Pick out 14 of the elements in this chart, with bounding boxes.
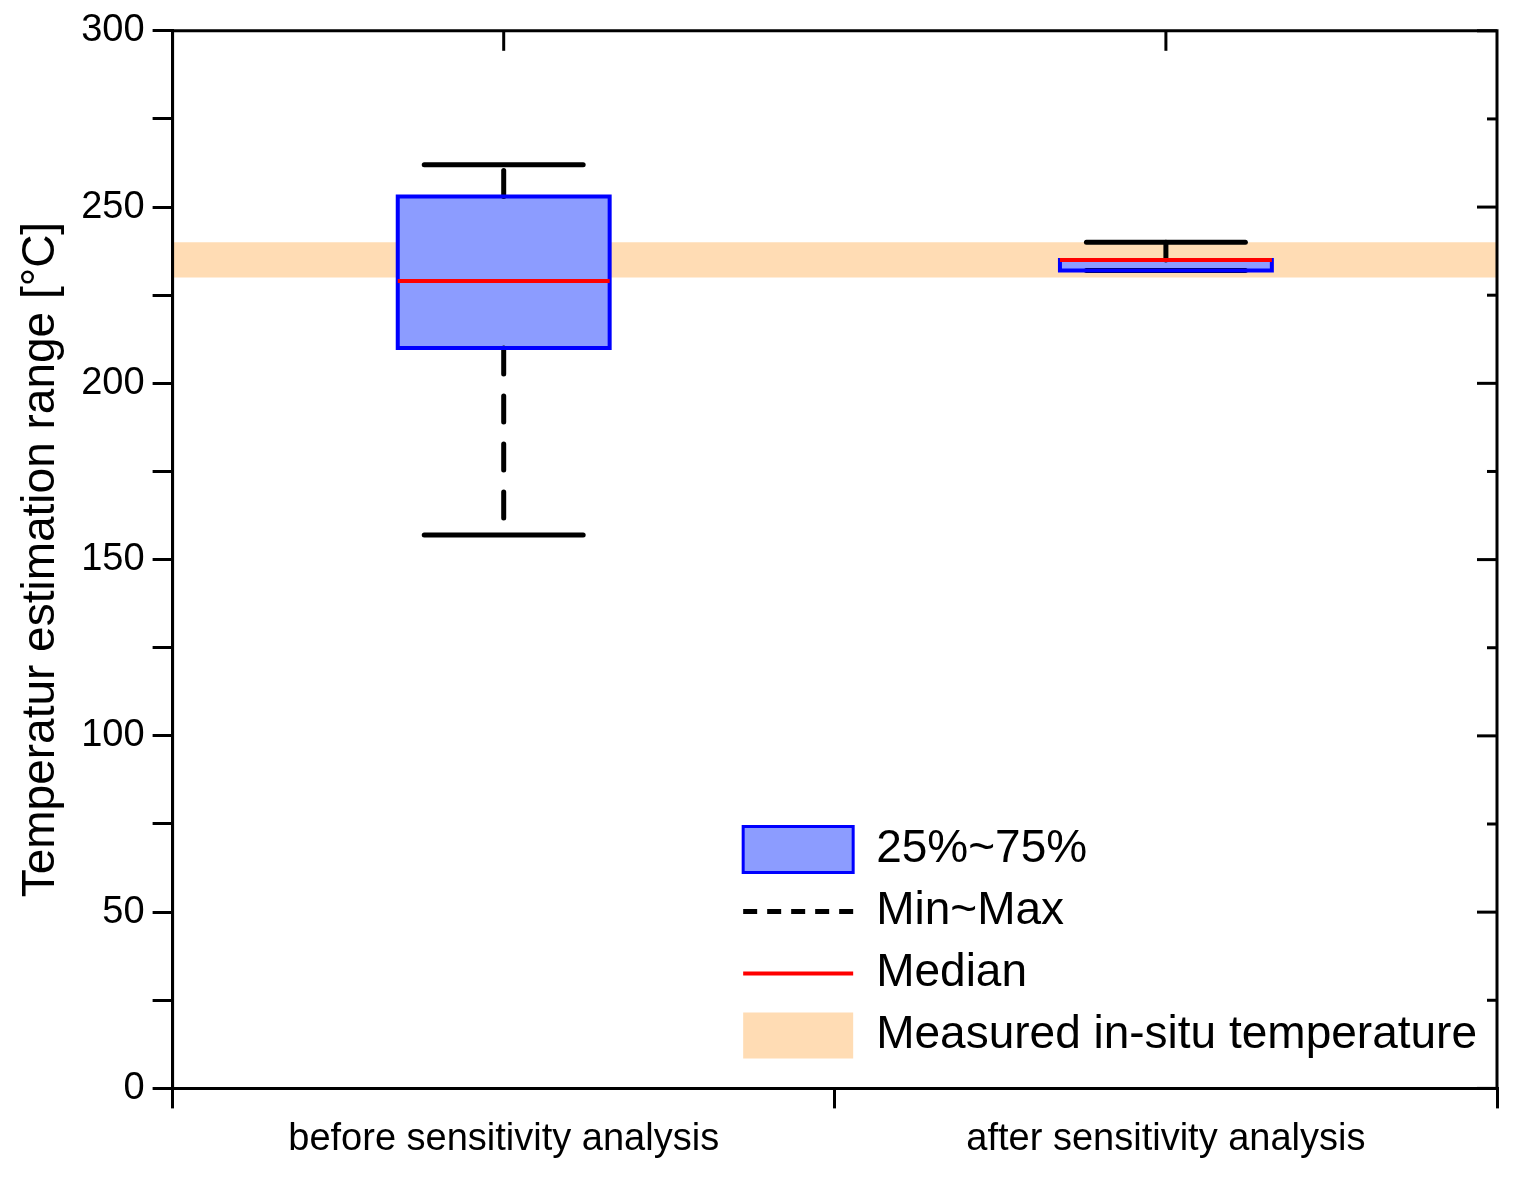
y-tick-label: 100 [81, 712, 145, 755]
y-axis-title: Temperatur estimation range [°C] [12, 221, 65, 898]
annotation: Median [876, 944, 1028, 997]
y-tick-label: 50 [102, 888, 145, 931]
y-tick-label: 200 [81, 359, 145, 402]
x-tick-label: after sensitivity analysis [966, 1115, 1366, 1158]
annotation: Min~Max [876, 882, 1065, 935]
legend-label: Measured in-situ temperature [876, 1006, 1478, 1059]
y-tick-label: 250 [81, 183, 145, 226]
y-tick-label: 300 [81, 7, 145, 50]
legend-label: 25%~75% [876, 820, 1088, 873]
x-tick-label: before sensitivity analysis [288, 1115, 720, 1158]
y-tick-label: 150 [81, 536, 145, 579]
y-tick-label: 0 [123, 1064, 145, 1107]
